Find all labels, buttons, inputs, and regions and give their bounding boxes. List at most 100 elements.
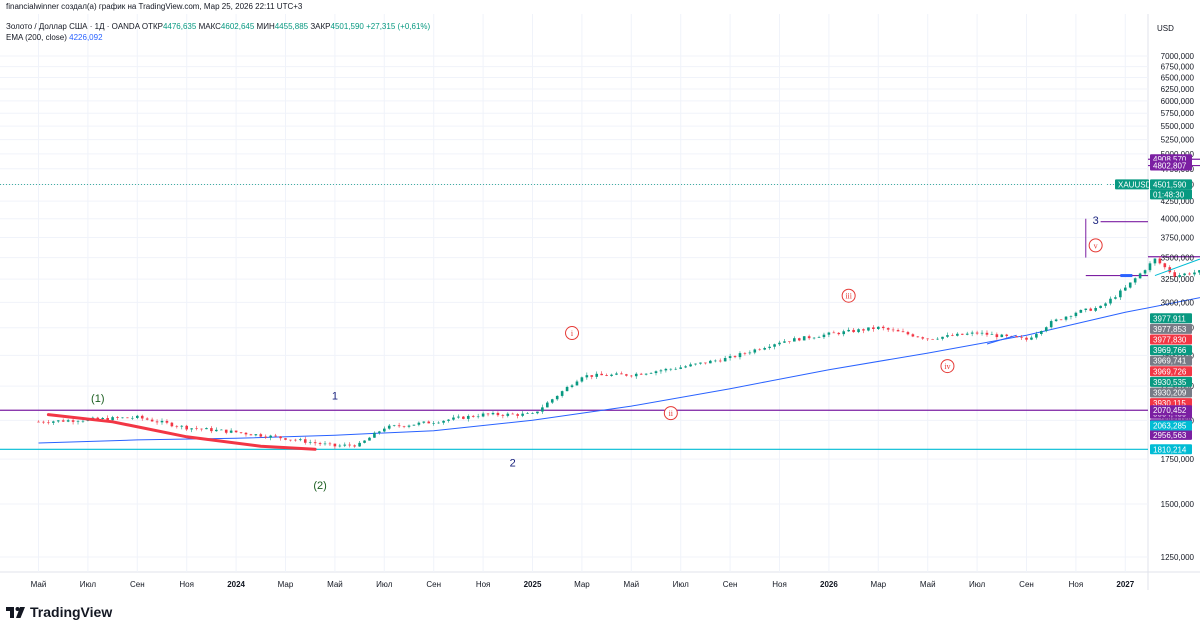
candle-body[interactable]: [852, 329, 855, 333]
candle-body[interactable]: [190, 428, 193, 430]
candle-body[interactable]: [926, 338, 929, 340]
candle-body[interactable]: [802, 336, 806, 341]
candle-body[interactable]: [763, 348, 766, 350]
candle-body[interactable]: [649, 373, 653, 374]
candle-body[interactable]: [634, 373, 638, 377]
candle-body[interactable]: [1054, 319, 1058, 322]
candle-body[interactable]: [605, 375, 608, 376]
candle-body[interactable]: [1158, 258, 1162, 264]
candle-body[interactable]: [1064, 316, 1068, 320]
candle-body[interactable]: [975, 332, 979, 334]
candle-body[interactable]: [521, 413, 524, 416]
candle-body[interactable]: [743, 353, 747, 354]
candle-body[interactable]: [402, 426, 406, 427]
candle-body[interactable]: [66, 420, 70, 422]
candle-body[interactable]: [462, 416, 465, 419]
candle-body[interactable]: [254, 434, 258, 436]
candle-body[interactable]: [358, 442, 361, 447]
candle-body[interactable]: [486, 413, 490, 415]
candle-body[interactable]: [1133, 278, 1137, 283]
candle-body[interactable]: [654, 371, 658, 374]
candle-body[interactable]: [748, 352, 752, 354]
candle-body[interactable]: [42, 421, 45, 423]
candle-body[interactable]: [387, 425, 391, 429]
candle-body[interactable]: [1089, 308, 1093, 311]
candle-body[interactable]: [150, 419, 154, 422]
candle-body[interactable]: [506, 413, 510, 416]
candle-body[interactable]: [857, 329, 860, 333]
candle-body[interactable]: [47, 422, 50, 424]
candle-body[interactable]: [407, 425, 411, 427]
candle-body[interactable]: [1069, 316, 1073, 317]
candle-body[interactable]: [1148, 263, 1152, 271]
candle-body[interactable]: [590, 375, 594, 377]
candle-body[interactable]: [1084, 308, 1088, 310]
candle-body[interactable]: [338, 445, 342, 447]
candle-body[interactable]: [788, 341, 791, 342]
candle-body[interactable]: [76, 421, 80, 422]
candle-body[interactable]: [1143, 270, 1147, 274]
cyan-wedge-line[interactable]: [1154, 258, 1200, 277]
candle-body[interactable]: [1153, 258, 1157, 264]
symbol-line[interactable]: Золото / Доллар США · 1Д · OANDA: [6, 22, 140, 31]
candle-body[interactable]: [723, 358, 727, 362]
candle-body[interactable]: [432, 423, 435, 424]
candle-body[interactable]: [837, 332, 841, 335]
candle-body[interactable]: [783, 341, 786, 343]
candle-body[interactable]: [427, 421, 431, 424]
price-axis[interactable]: 7000,000 6750,000 6500,000 6250,000 6000,000…: [1161, 52, 1195, 562]
candle-body[interactable]: [941, 336, 944, 339]
candle-body[interactable]: [753, 349, 757, 353]
candle-body[interactable]: [422, 421, 426, 423]
candle-body[interactable]: [466, 415, 470, 419]
candle-body[interactable]: [1163, 263, 1167, 268]
candle-body[interactable]: [965, 333, 969, 335]
candle-body[interactable]: [951, 335, 954, 336]
candle-body[interactable]: [383, 428, 386, 432]
candle-body[interactable]: [259, 434, 263, 437]
candle-body[interactable]: [1000, 334, 1004, 338]
candle-body[interactable]: [61, 420, 65, 422]
candle-body[interactable]: [442, 420, 445, 423]
candle-body[interactable]: [570, 385, 574, 387]
candle-body[interactable]: [121, 417, 124, 419]
candle-body[interactable]: [738, 353, 742, 358]
candle-body[interactable]: [1173, 272, 1176, 277]
candle-body[interactable]: [1094, 308, 1097, 311]
candle-body[interactable]: [995, 334, 999, 338]
tradingview-logo[interactable]: TradingView: [6, 604, 112, 620]
candle-body[interactable]: [1109, 298, 1112, 304]
candle-body[interactable]: [308, 442, 312, 443]
candle-body[interactable]: [985, 332, 989, 335]
candle-body[interactable]: [1025, 337, 1028, 340]
candle-body[interactable]: [891, 329, 895, 331]
candle-body[interactable]: [264, 436, 268, 438]
candle-body[interactable]: [234, 430, 238, 433]
candle-body[interactable]: [224, 429, 228, 433]
candle-body[interactable]: [565, 386, 569, 392]
drawings[interactable]: [46, 130, 1200, 451]
candle-body[interactable]: [555, 395, 559, 400]
candle-body[interactable]: [1188, 273, 1191, 275]
candle-body[interactable]: [412, 424, 416, 426]
candle-body[interactable]: [481, 413, 485, 417]
candle-body[interactable]: [733, 356, 737, 358]
candle-body[interactable]: [219, 429, 223, 431]
candle-body[interactable]: [170, 422, 174, 427]
candle-body[interactable]: [610, 374, 613, 376]
candle-body[interactable]: [200, 428, 203, 430]
candle-body[interactable]: [881, 326, 885, 329]
candle-body[interactable]: [363, 440, 366, 443]
candle-body[interactable]: [160, 420, 164, 423]
candle-body[interactable]: [901, 331, 905, 333]
candle-body[interactable]: [165, 420, 169, 423]
candle-body[interactable]: [541, 407, 544, 412]
candle-body[interactable]: [471, 415, 475, 417]
candle-body[interactable]: [580, 377, 584, 382]
candle-body[interactable]: [145, 418, 149, 420]
candle-body[interactable]: [136, 415, 139, 418]
candle-body[interactable]: [274, 435, 277, 437]
candle-body[interactable]: [392, 425, 396, 426]
candle-body[interactable]: [664, 368, 668, 371]
candle-body[interactable]: [550, 399, 554, 403]
